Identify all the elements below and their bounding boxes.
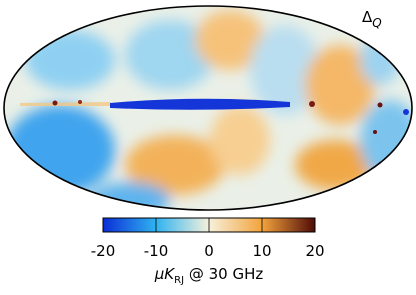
colorbar-unit-rest: @ 30 GHz — [184, 265, 263, 283]
colorbar-unit: μK — [154, 265, 176, 283]
colorbar-tick-label: -20 — [91, 242, 116, 260]
colorbar-label: μKRJ @ 30 GHz — [154, 265, 264, 286]
colorbar-tick-label: -10 — [144, 242, 169, 260]
colorbar-unit-sub: RJ — [174, 275, 184, 286]
colorbar-tick-label: 10 — [252, 242, 271, 260]
sky-map — [4, 6, 412, 210]
map-label-sub: Q — [372, 16, 381, 30]
map-outline — [3, 5, 413, 211]
colorbar-tick-label: 20 — [305, 242, 324, 260]
colorbar-tick-label: 0 — [204, 242, 214, 260]
map-label-main: Δ — [362, 8, 373, 26]
map-label: ΔQ — [362, 8, 382, 30]
